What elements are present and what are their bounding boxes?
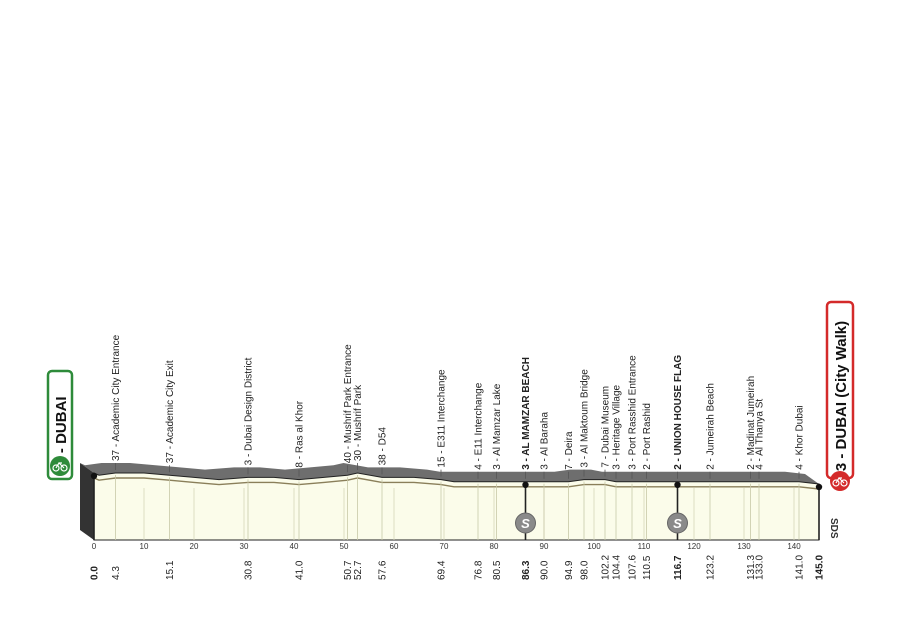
km-grid-layer <box>93 488 795 540</box>
km-tick-label: 90 <box>540 542 549 551</box>
waypoint-label: 37 - Academic City Entrance <box>111 334 122 461</box>
waypoint-label: 7 - Dubai Museum <box>601 386 612 468</box>
waypoint-km-label: 15.1 <box>165 560 176 580</box>
waypoint-label: 3 - Dubai Design District <box>244 357 255 465</box>
waypoint-km-label: 86.3 <box>521 560 532 580</box>
waypoint-label: 4 - Al Thanya St <box>755 399 766 470</box>
waypoint-km-label: 41.0 <box>295 560 306 580</box>
waypoint-label: 2 - Madinat Jumeirah <box>746 376 757 470</box>
km-tick-label: 40 <box>290 542 299 551</box>
waypoint-km-label: 116.7 <box>673 555 684 580</box>
km-axis-layer: 0 10 20 30 40 50 60 70 80 90 100 110 120 130 140 <box>92 542 801 551</box>
profile-side-face <box>80 463 94 540</box>
waypoint-label: 15 - E311 Interchange <box>437 369 448 468</box>
start-badge-frame <box>46 369 74 481</box>
waypoint-label: 3 - Port Rasshid Entrance <box>628 355 639 470</box>
km-tick-label: 100 <box>587 542 601 551</box>
waypoint-km-label: 69.4 <box>437 560 448 580</box>
waypoint-km-label: 123.2 <box>706 555 717 580</box>
km-tick-label: 110 <box>638 542 651 551</box>
waypoint-label: 3 - AL MAMZAR BEACH <box>521 357 532 470</box>
sprint-dot <box>674 481 681 488</box>
km-tick-label: 10 <box>140 542 149 551</box>
waypoint-km-label: 102.2 <box>601 555 612 580</box>
km-tick-label: 120 <box>687 542 701 551</box>
waypoint-label: 3 - Al Baraha <box>540 412 551 470</box>
finish-bike-icon <box>830 471 850 491</box>
waypoint-km-label: 57.6 <box>378 560 389 580</box>
waypoint-km-label: 0.0 <box>90 566 101 580</box>
waypoint-km-label: 141.0 <box>795 555 806 580</box>
start-label: 2 - DUBAI <box>53 396 70 465</box>
brand-mark: SDS <box>828 518 839 539</box>
waypoint-km-label: 133.0 <box>755 555 766 580</box>
waypoint-km-label: 30.8 <box>244 560 255 580</box>
waypoint-label: 3 - Heritage Village <box>612 384 623 469</box>
km-tick-label: 50 <box>340 542 349 551</box>
endpoint-dot <box>815 483 823 491</box>
waypoint-km-label: 80.5 <box>492 560 503 580</box>
profile-top-face <box>80 463 819 484</box>
start-badge: 2 - DUBAI <box>46 369 74 481</box>
waypoint-label: 2 - Port Rashid <box>642 403 653 470</box>
waypoint-km-label: 50.7 <box>343 560 354 580</box>
waypoint-label: 4 - Khor Dubai <box>795 405 806 469</box>
waypoint-label: 30 - Mushrif Park <box>353 384 364 461</box>
waypoint-label: 8 - Ras al Khor <box>295 400 306 467</box>
waypoint-label: 40 - Mushrif Park Entrance <box>343 344 354 463</box>
waypoint-label: 37 - Academic City Exit <box>165 360 176 463</box>
finish-label: 3 - DUBAI (City Walk) <box>833 321 850 471</box>
waypoint-km-label: 104.4 <box>612 555 623 580</box>
profile-road-line <box>93 477 820 490</box>
sprint-icon: S <box>667 512 688 534</box>
km-tick-label: 130 <box>737 542 751 551</box>
svg-text:S: S <box>673 516 682 531</box>
start-bike-icon <box>50 456 70 476</box>
waypoint-km-label: 90.0 <box>540 560 551 580</box>
waypoint-km-label: 98.0 <box>580 560 591 580</box>
waypoint-label: 38 - D54 <box>378 427 389 466</box>
waypoint-label: 2 - UNION HOUSE FLAG <box>673 355 684 470</box>
waypoint-label: 2 - Jumeirah Beach <box>706 383 717 470</box>
endpoint-dot <box>90 472 98 480</box>
waypoint-km-label: 52.7 <box>353 560 364 580</box>
waypoint-label: 4 - E11 Interchange <box>474 382 485 470</box>
km-tick-label: 60 <box>390 542 399 551</box>
km-tick-label: 0 <box>92 542 97 551</box>
profile-layer <box>80 463 820 541</box>
finish-badge: 3 - DUBAI (City Walk) <box>825 300 855 480</box>
waypoint-km-label: 110.5 <box>642 555 653 580</box>
waypoint-km-label: 76.8 <box>474 560 485 580</box>
waypoint-label: 3 - Al Maktoum Bridge <box>580 369 591 468</box>
waypoint-label: 3 - Al Mamzar Lake <box>492 383 503 470</box>
km-tick-label: 80 <box>490 542 499 551</box>
waypoint-km-label: 4.3 <box>111 566 122 580</box>
waypoint-label: 7 - Deira <box>564 431 575 470</box>
sprint-dot <box>522 481 529 488</box>
sprint-icon: S <box>515 512 536 534</box>
km-tick-label: 70 <box>440 542 449 551</box>
svg-text:S: S <box>521 516 530 531</box>
km-tick-label: 140 <box>787 542 801 551</box>
waypoint-km-label: 145.0 <box>815 555 826 580</box>
waypoint-km-label: 107.6 <box>628 555 639 580</box>
km-tick-label: 20 <box>190 542 199 551</box>
waypoint-km-label: 131.3 <box>746 555 757 580</box>
waypoint-km-label: 94.9 <box>564 560 575 580</box>
waypoint-layer: 0.0 4.3 37 - Academic City Entrance 15.1 37 … <box>90 334 826 580</box>
km-tick-label: 30 <box>240 542 249 551</box>
profile-body <box>93 472 820 541</box>
